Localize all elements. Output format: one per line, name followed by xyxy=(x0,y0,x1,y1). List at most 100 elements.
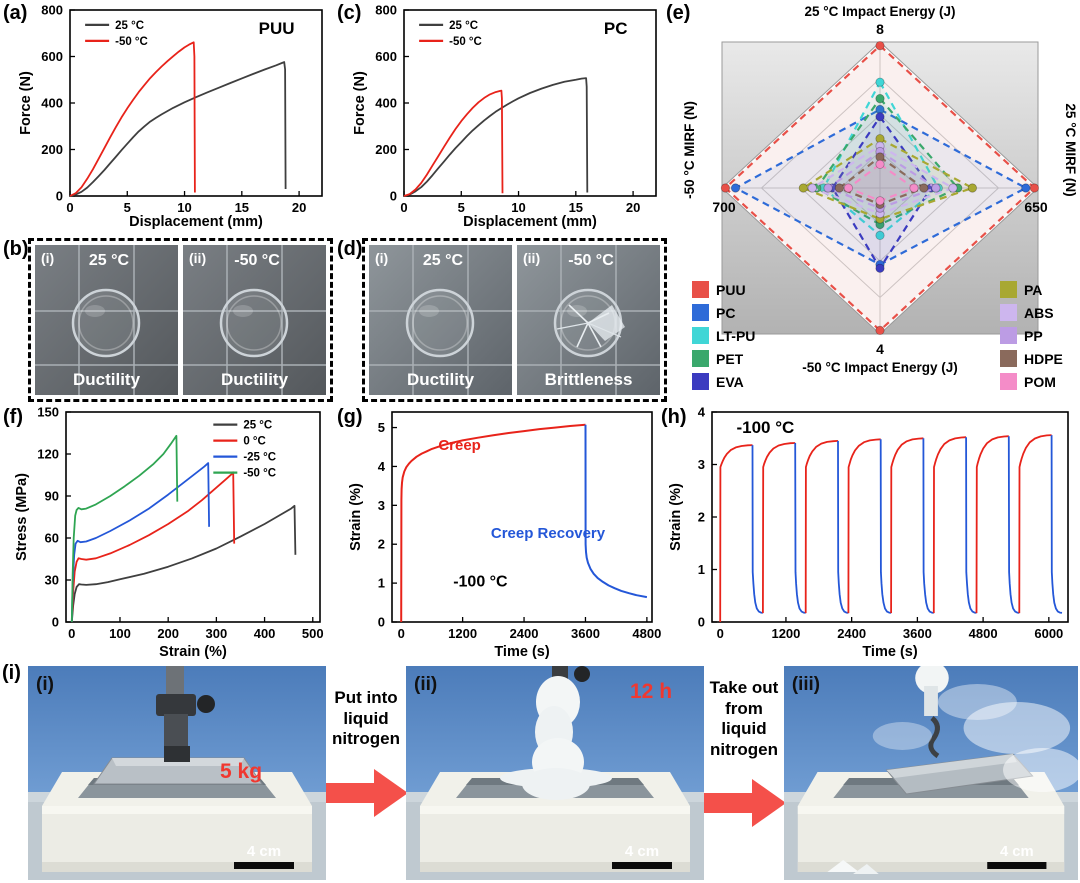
series-line xyxy=(837,440,849,614)
y-tick-label: 2 xyxy=(378,537,385,552)
y-tick-label: 0 xyxy=(52,615,59,630)
legend-swatch-POM xyxy=(1000,373,1017,390)
radar-marker-PP xyxy=(823,183,833,193)
photo-result-label: Ductility xyxy=(221,370,289,389)
legend-item-ABS: ABS xyxy=(1000,304,1063,321)
radar-marker-LT-PU xyxy=(875,77,885,87)
photo-index-label: (i) xyxy=(41,250,54,266)
series-line xyxy=(400,423,586,623)
y-axis-label: Stress (MPa) xyxy=(14,473,30,561)
radar-marker-HDPE xyxy=(919,183,929,193)
scale-bar xyxy=(612,862,672,869)
legend-item-POM: POM xyxy=(1000,373,1063,390)
photo-index-label: (ii) xyxy=(523,250,540,266)
series-line xyxy=(762,442,796,614)
legend-item-LT-PU: LT-PU xyxy=(692,327,755,344)
photo-temp-label: -50 °C xyxy=(234,252,280,269)
radar-marker-PA xyxy=(798,183,808,193)
radar-marker-PUU xyxy=(875,325,885,335)
hook xyxy=(928,716,940,759)
series-line xyxy=(719,444,753,623)
photo-index-label: (i) xyxy=(375,250,388,266)
series-line xyxy=(975,435,1009,614)
y-tick-label: 3 xyxy=(378,498,385,513)
photo-badge: 12 h xyxy=(630,680,672,703)
radar-marker-PUU xyxy=(1029,183,1039,193)
radar-axis-top-tick: 8 xyxy=(876,21,884,37)
panel-d-photo-group: (i) 25 °C Ductility (ii) -50 °C Brittleness xyxy=(362,238,667,402)
y-tick-label: 4 xyxy=(378,459,386,474)
radar-axis-bottom-label: -50 °C Impact Energy (J) xyxy=(802,360,957,375)
legend-label-PP: PP xyxy=(1024,327,1043,344)
radar-marker-LT-PU xyxy=(875,230,885,240)
chart-annotation: PC xyxy=(604,19,628,38)
y-tick-label: 4 xyxy=(698,405,706,420)
plot-frame xyxy=(65,411,321,623)
legend-swatch-ABS xyxy=(1000,304,1017,321)
photo-result-label: Brittleness xyxy=(545,370,633,389)
chart-annotation: PUU xyxy=(259,19,295,38)
legend-swatch-PA xyxy=(1000,281,1017,298)
y-axis-label: Force (N) xyxy=(352,71,368,135)
x-tick-label: 0 xyxy=(398,626,405,641)
legend-item-PET: PET xyxy=(692,350,755,367)
photo-index-label: (ii) xyxy=(414,674,437,695)
radar-axis-right-label: 25 °C MIRF (N) xyxy=(1063,103,1078,196)
legend-label-LT-PU: LT-PU xyxy=(716,327,756,344)
radar-legend-right: PA ABS PP HDPE POM xyxy=(1000,281,1063,390)
y-tick-label: 800 xyxy=(375,3,397,18)
radar-marker-EVA xyxy=(875,112,885,122)
legend-item-PUU: PUU xyxy=(692,281,755,298)
legend-label: 25 °C xyxy=(243,420,272,432)
y-tick-label: 0 xyxy=(378,615,385,630)
x-tick-label: 5 xyxy=(124,200,131,215)
legend-swatch-EVA xyxy=(692,373,709,390)
y-tick-label: 600 xyxy=(375,49,397,64)
plot-frame xyxy=(403,9,657,197)
clamp-knob xyxy=(574,666,590,682)
panel-label-f: (f) xyxy=(3,406,23,428)
x-tick-label: 300 xyxy=(206,626,228,641)
radar-axis-top-label: 25 °C Impact Energy (J) xyxy=(805,4,956,19)
photo-i-iii-plate-with-mist: 4 cm (iii) xyxy=(784,666,1078,880)
y-tick-label: 1 xyxy=(378,576,385,591)
radar-marker-PC xyxy=(730,183,741,193)
photo-d-ii-minus50c-brittleness: (ii) -50 °C Brittleness xyxy=(517,245,660,395)
x-tick-label: 6000 xyxy=(1034,626,1063,641)
chart-e-radar-impact-comparison: 25 °C Impact Energy (J) 8 25 °C MIRF (N) 65… xyxy=(682,4,1078,375)
y-axis-label: Force (N) xyxy=(18,71,34,135)
photo-index-label: (iii) xyxy=(792,673,820,694)
legend-swatch-PP xyxy=(1000,327,1017,344)
scale-bar-label: 4 cm xyxy=(1000,844,1034,860)
photo-b-ii-minus50c-ductility: (ii) -50 °C Ductility xyxy=(183,245,326,395)
series-line--25 °C xyxy=(70,462,210,623)
y-tick-label: 400 xyxy=(41,96,63,111)
shard xyxy=(588,305,625,341)
photo-d-i-25c-ductility: (i) 25 °C Ductility xyxy=(369,245,512,395)
y-tick-label: 60 xyxy=(45,531,59,546)
radar-marker-ABS xyxy=(807,183,817,193)
series-line xyxy=(922,438,934,614)
legend-label: -50 °C xyxy=(449,36,482,48)
clamp-knob xyxy=(197,695,215,713)
legend-label-PET: PET xyxy=(716,350,744,367)
x-tick-label: 5 xyxy=(458,200,465,215)
nitrogen-mist xyxy=(963,702,1071,754)
radar-marker-ABS xyxy=(948,183,958,193)
legend-item-PC: PC xyxy=(692,304,755,321)
legend-label-PA: PA xyxy=(1024,281,1043,298)
y-tick-label: 5 xyxy=(378,420,385,435)
photo-badge: 5 kg xyxy=(220,760,262,783)
legend-swatch-LT-PU xyxy=(692,327,709,344)
series-line xyxy=(932,436,967,614)
y-tick-label: 150 xyxy=(37,405,59,420)
series-line xyxy=(965,437,977,614)
panel-label-g: (g) xyxy=(337,406,363,428)
x-tick-label: 20 xyxy=(626,200,640,215)
y-tick-label: 90 xyxy=(45,489,59,504)
series-line xyxy=(1050,435,1063,614)
x-tick-label: 10 xyxy=(511,200,525,215)
x-tick-label: 100 xyxy=(109,626,131,641)
